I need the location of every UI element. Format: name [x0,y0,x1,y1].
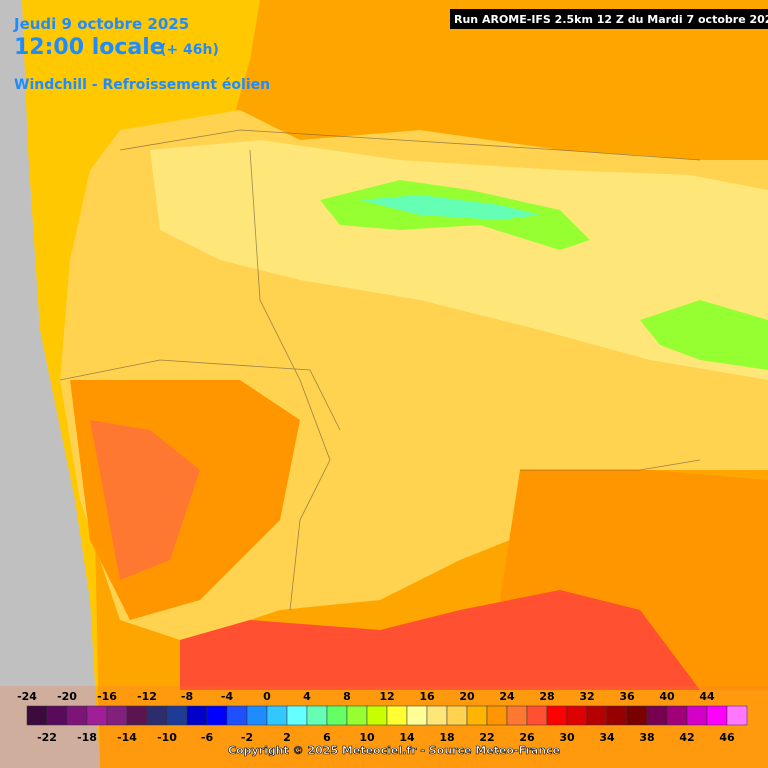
run-info: Run AROME-IFS 2.5km 12 Z du Mardi 7 octo… [454,13,768,26]
legend-label: 12 [379,690,394,703]
legend-cell [466,705,488,726]
legend-label: -10 [157,731,177,744]
legend-label: -14 [117,731,137,744]
legend-cell [26,705,48,726]
legend-cell [86,705,108,726]
legend-cell [526,705,548,726]
legend-label: -24 [17,690,37,703]
legend-label: 2 [283,731,291,744]
run-box [450,9,768,29]
legend-cell [726,705,748,726]
legend-cell [686,705,708,726]
legend-label: 46 [719,731,735,744]
copyright: Copyright © 2025 Meteociel.fr - Source M… [228,744,560,757]
legend-cell [606,705,628,726]
legend-cell [246,705,268,726]
legend-cell [426,705,448,726]
legend-cell [546,705,568,726]
legend-cell [106,705,128,726]
legend-cell [286,705,308,726]
legend-label: 22 [479,731,494,744]
legend-cell [326,705,348,726]
legend-cell [366,705,388,726]
legend-label: 18 [439,731,454,744]
legend-label: 42 [679,731,694,744]
legend-label: 26 [519,731,535,744]
legend-cell [46,705,68,726]
legend-label: 34 [599,731,615,744]
legend-cell [706,705,728,726]
legend-label: 8 [343,690,351,703]
legend-label: -6 [201,731,214,744]
legend-cell [406,705,428,726]
legend-cell [126,705,148,726]
legend-cell [666,705,688,726]
out-of-domain [0,0,100,768]
legend-label: -22 [37,731,57,744]
legend-label: 32 [579,690,594,703]
legend-label: 28 [539,690,554,703]
borders [59,129,701,611]
legend-cell [226,705,248,726]
mountain-cold [360,195,540,220]
mountain-cool-east [640,300,768,370]
legend-cell [186,705,208,726]
legend-label: -8 [181,690,193,703]
legend-backdrop [0,686,768,768]
lead-time: (+ 46h) [160,42,219,58]
legend-label: 24 [499,690,515,703]
legend-label: 30 [559,731,575,744]
time: 12:00 locale [14,35,165,60]
legend-cell [566,705,588,726]
legend-label: -20 [57,690,77,703]
legend-cell [486,705,508,726]
subtitle: Windchill - Refroissement éolien [14,77,270,93]
legend-label: 0 [263,690,271,703]
legend-label: 16 [419,690,435,703]
legend-cell [346,705,368,726]
legend-cell [506,705,528,726]
land-pale [150,140,768,380]
legend-cell [66,705,88,726]
legend-cell [266,705,288,726]
legend-label: -12 [137,690,157,703]
legend-cell [386,705,408,726]
legend-label: 6 [323,731,331,744]
legend-cell [586,705,608,726]
legend-label: 10 [359,731,375,744]
legend-label: -2 [241,731,253,744]
legend-cell [646,705,668,726]
land-warmer-west [90,420,200,580]
land-hot-south [180,590,700,690]
legend-label: -18 [77,731,97,744]
legend-label: -16 [97,690,117,703]
legend-label: 40 [659,690,675,703]
legend-label: -4 [221,690,234,703]
legend-cell [206,705,228,726]
legend-cell [306,705,328,726]
legend-cell [626,705,648,726]
legend-cell [146,705,168,726]
legend-label: 20 [459,690,475,703]
legend-label: 14 [399,731,415,744]
legend-label: 36 [619,690,635,703]
legend-label: 44 [699,690,715,703]
legend-cell [446,705,468,726]
legend-label: 38 [639,731,654,744]
legend-label: 4 [303,690,311,703]
date: Jeudi 9 octobre 2025 [13,15,189,33]
legend-cell [166,705,188,726]
